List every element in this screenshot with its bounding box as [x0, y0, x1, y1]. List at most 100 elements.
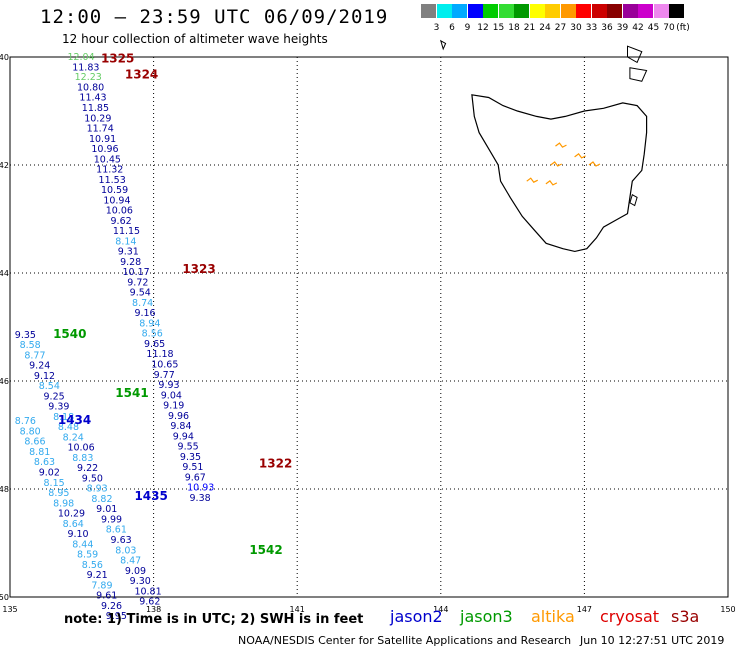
- latitude-tick-label: -44: [0, 269, 9, 278]
- swh-reading: 9.96: [168, 411, 189, 422]
- color-swatch: [669, 4, 684, 18]
- swh-reading: 8.93: [87, 484, 108, 495]
- altika-mark: [555, 142, 567, 148]
- longitude-tick-label: 141: [290, 605, 305, 614]
- swh-reading: 9.55: [178, 442, 199, 453]
- latitude-tick-label: -46: [0, 377, 9, 386]
- color-swatch: [436, 4, 452, 18]
- swh-reading: 10.96: [91, 144, 118, 155]
- swh-reading: 8.74: [132, 298, 153, 309]
- altika-mark: [574, 153, 586, 159]
- satellite-label-s3a: s3a: [671, 607, 700, 626]
- swh-reading: 9.95: [106, 611, 127, 622]
- swh-reading: 10.94: [103, 195, 130, 206]
- swh-reading: 8.56: [82, 560, 103, 571]
- orbit-label: 1541: [115, 386, 148, 400]
- color-swatch: [529, 4, 545, 18]
- swh-reading: 8.81: [29, 447, 50, 458]
- longitude-tick-label: 147: [577, 605, 592, 614]
- swh-reading: 8.76: [15, 416, 36, 427]
- swh-reading: 11.18: [146, 349, 173, 360]
- swh-reading: 10.91: [89, 134, 116, 145]
- color-swatch: [622, 4, 638, 18]
- color-scale-label: 70: [663, 23, 675, 33]
- page-subtitle: 12 hour collection of altimeter wave hei…: [62, 32, 328, 46]
- swh-reading: 9.26: [101, 601, 122, 612]
- swh-reading: 9.39: [48, 402, 69, 413]
- swh-reading: 8.64: [63, 519, 84, 530]
- swh-reading: 8.77: [24, 350, 45, 361]
- color-scale-label: 36: [601, 23, 613, 33]
- latitude-tick-label: -48: [0, 485, 9, 494]
- swh-reading: 10.45: [94, 154, 121, 165]
- tasmania-coastline: [471, 94, 648, 253]
- swh-reading: 8.24: [63, 432, 84, 443]
- color-scale-label: 12: [477, 23, 489, 33]
- color-scale-label: 45: [647, 23, 660, 33]
- color-scale-label: 15: [492, 23, 505, 33]
- color-scale-label: 21: [523, 23, 536, 33]
- altika-mark: [545, 180, 558, 186]
- swh-reading: 10.06: [106, 206, 133, 217]
- swh-reading: 9.31: [118, 247, 139, 258]
- satellite-label-jason2: jason2: [390, 607, 443, 626]
- swh-reading: 9.38: [190, 493, 211, 504]
- color-swatch: [560, 4, 576, 18]
- swh-reading: 8.18: [53, 412, 74, 423]
- swh-reading: 8.15: [44, 478, 65, 489]
- swh-reading: 9.24: [29, 361, 50, 372]
- swh-reading: 9.77: [154, 370, 175, 381]
- swh-reading: 9.01: [96, 504, 117, 515]
- map-frame: [9, 56, 729, 598]
- swh-reading: 11.53: [99, 175, 126, 186]
- swh-reading: 7.89: [91, 580, 112, 591]
- swh-reading: 9.65: [144, 339, 165, 350]
- orbit-label: 1322: [259, 456, 292, 470]
- swh-reading: 11.85: [82, 103, 109, 114]
- swh-reading: 9.16: [134, 308, 155, 319]
- color-scale-label: 6: [449, 23, 455, 33]
- color-scale-label: 27: [554, 23, 567, 33]
- swh-reading: 9.94: [173, 431, 194, 442]
- altika-mark: [526, 177, 539, 183]
- swh-reading: 8.58: [20, 340, 41, 351]
- swh-reading: 8.98: [53, 498, 74, 509]
- swh-reading: 9.93: [158, 380, 179, 391]
- island-outline: [629, 67, 648, 82]
- swh-reading: 12.04: [67, 52, 94, 63]
- footer-credit: NOAA/NESDIS Center for Satellite Applica…: [238, 634, 572, 647]
- swh-reading: 8.82: [91, 494, 112, 505]
- color-swatch: [421, 4, 436, 18]
- swh-reading: 10.80: [77, 82, 104, 93]
- satellite-label-cryosat: cryosat: [600, 607, 660, 626]
- swh-reading: 9.19: [163, 401, 184, 412]
- swh-reading: 9.02: [39, 468, 60, 479]
- color-swatch: [591, 4, 607, 18]
- color-scale-label: 42: [632, 23, 644, 33]
- satellite-label-altika: altika: [531, 607, 575, 626]
- swh-reading: 10.06: [67, 443, 94, 454]
- swh-reading: 8.95: [48, 488, 69, 499]
- swh-reading: 8.63: [34, 457, 55, 468]
- swh-reading: 11.74: [87, 124, 114, 135]
- orbit-label: 1540: [53, 327, 86, 341]
- orbit-label: 1325: [101, 51, 134, 65]
- color-scale-unit: (ft): [676, 23, 690, 33]
- swh-reading: 9.12: [34, 371, 55, 382]
- latitude-tick-label: -42: [0, 161, 9, 170]
- color-swatch: [638, 4, 653, 18]
- swh-reading: 9.84: [170, 421, 191, 432]
- swh-reading: 12.23: [75, 72, 102, 83]
- swh-reading: 8.54: [39, 381, 60, 392]
- orbit-label: 1434: [58, 413, 91, 427]
- island-outline: [629, 193, 638, 207]
- swh-reading: 10.29: [84, 113, 111, 124]
- swh-reading: 10.17: [122, 267, 149, 278]
- longitude-tick-label: 138: [146, 605, 161, 614]
- swh-reading: 8.80: [20, 426, 41, 437]
- swh-reading: 9.04: [161, 390, 182, 401]
- swh-reading: 8.83: [72, 453, 93, 464]
- swh-reading: 9.21: [87, 570, 108, 581]
- footer-note: note: 1) Time is in UTC; 2) SWH is in fe…: [64, 612, 364, 627]
- swh-reading: 9.61: [96, 591, 117, 602]
